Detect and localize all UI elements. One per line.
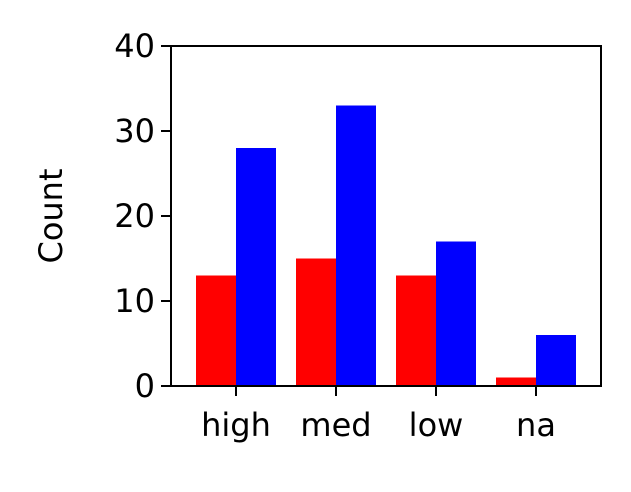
- y-tick-label: 0: [135, 367, 155, 405]
- x-tick-label-med: med: [300, 406, 371, 444]
- y-axis-ticks: 0 10 20 30 40: [114, 27, 171, 405]
- bar-med-series-2: [336, 105, 376, 386]
- bar-na-series-1: [496, 377, 536, 386]
- x-axis-ticks: high med low na: [201, 386, 556, 444]
- bar-med-series-1: [296, 258, 336, 386]
- bar-low-series-2: [436, 241, 476, 386]
- bar-low-series-1: [396, 275, 436, 386]
- y-tick-label: 40: [114, 27, 155, 65]
- bar-na-series-2: [536, 335, 576, 386]
- bar-high-series-1: [196, 275, 236, 386]
- x-tick-label-na: na: [516, 406, 556, 444]
- bar-high-series-2: [236, 148, 276, 386]
- x-tick-label-low: low: [409, 406, 464, 444]
- y-tick-label: 10: [114, 282, 155, 320]
- y-axis-label: Count: [32, 168, 70, 263]
- x-tick-label-high: high: [201, 406, 271, 444]
- y-tick-label: 20: [114, 197, 155, 235]
- bars-layer: [196, 105, 576, 386]
- y-tick-label: 30: [114, 112, 155, 150]
